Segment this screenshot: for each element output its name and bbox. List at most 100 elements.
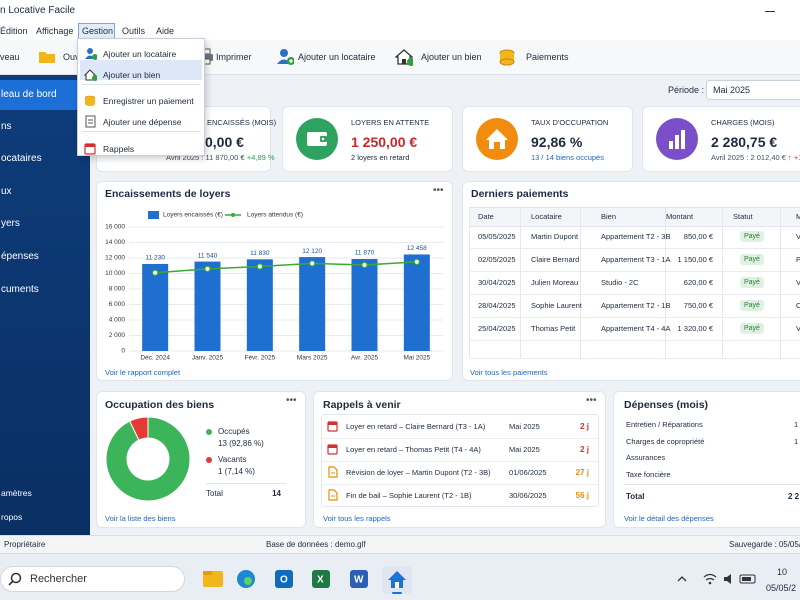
table-cell: Ch — [796, 301, 800, 310]
nav-item[interactable]: amètres — [1, 488, 32, 498]
svg-text:X: X — [317, 575, 324, 586]
menu-item-hover[interactable] — [80, 60, 202, 80]
table-cell: 02/05/2025 — [478, 255, 516, 264]
excel-icon[interactable] — [312, 570, 330, 588]
y-tick-label: 0 — [121, 348, 125, 355]
column-header[interactable]: Date — [478, 212, 494, 221]
menu-item[interactable]: Rappels — [103, 144, 135, 154]
toolbar-button[interactable]: veau — [0, 52, 20, 62]
reminder-days: 2 j — [580, 445, 589, 454]
reminder-text[interactable]: Fin de bail – Sophie Laurent (T2 - 1B) — [346, 491, 472, 500]
nav-item[interactable]: cuments — [1, 284, 39, 295]
column-header[interactable]: Montant — [666, 212, 694, 221]
tenant-icon — [277, 49, 294, 65]
toolbar-button[interactable]: Ajouter un bien — [421, 52, 482, 62]
column-header[interactable]: Statut — [733, 212, 753, 221]
reminder-text[interactable]: Loyer en retard – Claire Bernard (T3 - 1… — [346, 422, 486, 431]
y-tick-label: 12 000 — [105, 255, 125, 262]
nav-item[interactable]: leau de bord — [1, 89, 57, 100]
kpi-value: 92,86 % — [531, 134, 583, 150]
reminder-text[interactable]: Révision de loyer – Martin Dupont (T2 - … — [346, 468, 491, 477]
table-cell: Vir — [796, 232, 800, 241]
minimize-button[interactable] — [765, 11, 775, 12]
nav-item[interactable]: épenses — [1, 251, 39, 262]
table-cell: 750,00 € — [683, 301, 713, 310]
y-tick-label: 4 000 — [109, 317, 126, 324]
toolbar-button[interactable]: Imprimer — [216, 52, 252, 62]
bar-value-label: 11 830 — [250, 250, 270, 257]
toolbar-button[interactable]: Ouv — [63, 52, 80, 62]
menu-item[interactable]: Ajouter un bien — [103, 70, 161, 80]
period-label: Période : — [668, 85, 705, 95]
panel-menu[interactable]: ••• — [586, 395, 597, 406]
kpi-sub: Avril 2025 : 2 012,40 € — [711, 153, 786, 162]
column-separator — [520, 207, 521, 358]
row-separator — [469, 248, 800, 249]
panel-title: Rappels à venir — [323, 399, 401, 411]
system-tray — [677, 573, 756, 585]
column-header[interactable]: Bien — [601, 212, 617, 221]
reminder-text[interactable]: Loyer en retard – Thomas Petit (T4 - 4A) — [346, 445, 481, 454]
row-separator — [469, 294, 800, 295]
table-cell: Studio - 2C — [601, 278, 639, 287]
toolbar-button[interactable]: Paiements — [526, 52, 569, 62]
x-tick-label: Déc. 2024 — [140, 355, 170, 362]
column-header[interactable]: M — [796, 212, 800, 221]
payments-icon — [499, 49, 515, 66]
expenses-link[interactable]: Voir le détail des dépenses — [624, 514, 714, 523]
nav-item[interactable]: ocataires — [1, 153, 42, 164]
status-badge: Payé — [740, 277, 764, 288]
legend-value: 13 (92,86 %) — [218, 439, 264, 448]
menu-icon — [85, 48, 97, 60]
bar — [194, 261, 221, 351]
status-user: Propriétaire — [4, 540, 46, 549]
svg-text:W: W — [354, 575, 364, 586]
title-bar: n Locative Facile — [0, 0, 800, 22]
menu-item[interactable]: Enregistrer un paiement — [103, 96, 194, 106]
menu-item[interactable]: Outils — [122, 26, 146, 36]
nav-item[interactable]: ropos — [1, 512, 23, 522]
toolbar-button[interactable]: Ajouter un locataire — [298, 52, 376, 62]
menu-item[interactable]: Ajouter une dépense — [103, 117, 182, 127]
panel-menu[interactable]: ••• — [433, 185, 444, 196]
kpi-label: ENCAISSÉS (MOIS) — [207, 118, 277, 127]
occupation-link[interactable]: Voir la liste des biens — [105, 514, 176, 523]
table-cell: 25/04/2025 — [478, 324, 516, 333]
line-point — [151, 269, 159, 276]
report-link[interactable]: Voir le rapport complet — [105, 368, 181, 377]
expense-label: Assurances — [626, 453, 666, 462]
nav-item-active[interactable] — [0, 80, 90, 110]
kpi-icon — [476, 118, 518, 160]
total-value: 2 2 — [788, 492, 800, 501]
column-header[interactable]: Locataire — [531, 212, 562, 221]
period-select[interactable]: Mai 2025 — [706, 80, 800, 100]
kpi-delta: ↑ +1 — [788, 153, 800, 162]
folder-icon — [39, 52, 55, 63]
status-database: Base de données : demo.glf — [266, 540, 366, 549]
payments-link[interactable]: Voir tous les paiements — [470, 368, 548, 377]
menu-item[interactable]: Édition — [0, 26, 28, 36]
payments-panel: Derniers paiements Voir tous les paiemen… — [462, 181, 800, 381]
row-separator — [469, 317, 800, 318]
panel-title: Dépenses (mois) — [624, 399, 709, 411]
menu-item[interactable]: Gestion — [82, 26, 114, 36]
panel-title: Encaissements de loyers — [105, 188, 231, 200]
search-box[interactable]: Rechercher — [0, 566, 185, 592]
taskbar-apps: O X W — [203, 566, 412, 594]
panel-menu[interactable]: ••• — [286, 395, 297, 406]
x-tick-label: Mars 2025 — [297, 355, 328, 362]
y-tick-label: 16 000 — [105, 224, 125, 231]
reminders-link[interactable]: Voir tous les rappels — [323, 514, 391, 523]
nav-item[interactable]: ns — [1, 121, 12, 132]
outlook-icon[interactable] — [275, 570, 293, 588]
menu-item[interactable]: Aide — [156, 26, 175, 36]
menu-item[interactable]: Affichage — [36, 26, 74, 36]
nav-item[interactable]: ux — [1, 186, 12, 197]
menu-item[interactable]: Ajouter un locataire — [103, 49, 177, 59]
menu-icon — [85, 115, 96, 128]
reminder-icon — [327, 421, 338, 432]
nav-item[interactable]: yers — [1, 218, 20, 229]
status-bar: Propriétaire Base de données : demo.glf … — [0, 535, 800, 553]
x-tick-label: Avr. 2025 — [351, 355, 379, 362]
word-icon[interactable] — [350, 570, 368, 588]
